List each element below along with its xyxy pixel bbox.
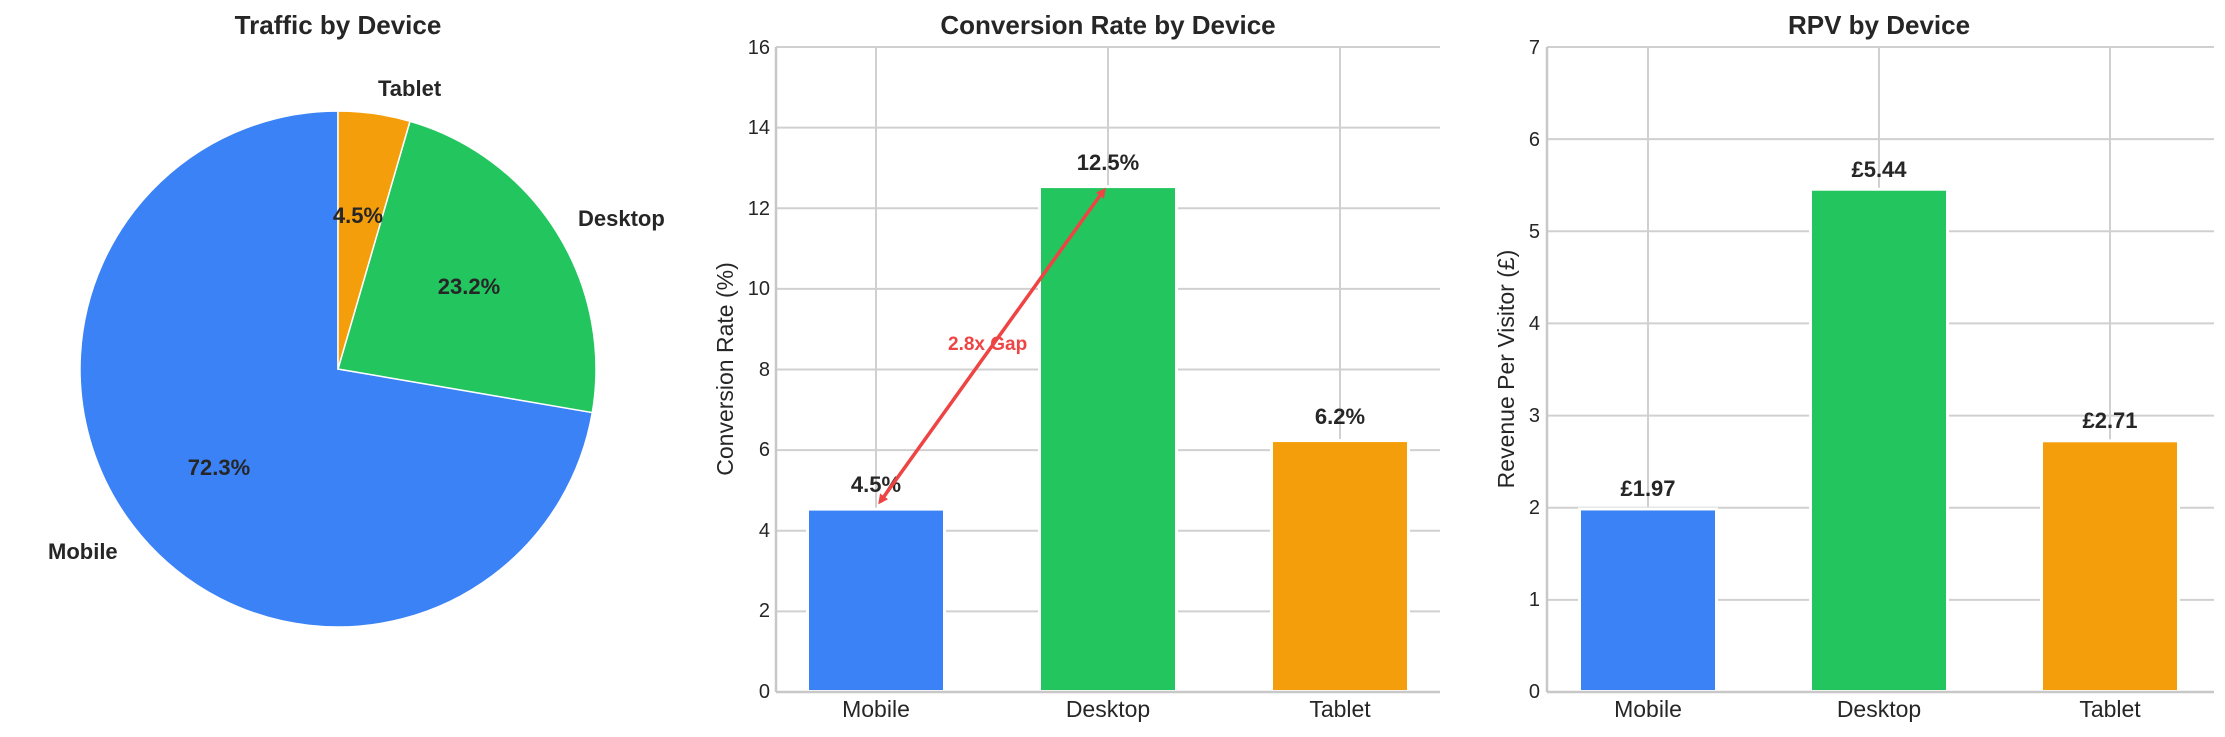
pie-slices bbox=[79, 110, 597, 628]
conv-value-desktop: 12.5% bbox=[1077, 150, 1139, 175]
conv-xtick-tablet: Tablet bbox=[1309, 696, 1371, 722]
conv-bar-mobile bbox=[809, 510, 943, 690]
rpv-y-ticks: 0 1 2 3 4 5 6 7 bbox=[1529, 37, 1540, 703]
rpv-value-mobile: £1.97 bbox=[1620, 476, 1675, 501]
pie-label-mobile: Mobile bbox=[48, 539, 118, 564]
conv-ytick: 4 bbox=[759, 520, 770, 542]
conv-y-label: Conversion Rate (%) bbox=[712, 262, 738, 475]
traffic-pie-chart: Traffic by Device 72.3% 23.2% 4.5% Mobil… bbox=[48, 10, 665, 628]
conv-ytick: 8 bbox=[759, 359, 770, 381]
gap-annotation: 2.8x Gap bbox=[948, 334, 1027, 355]
conversion-rate-chart: Conversion Rate by Device 0 2 4 6 8 10 1… bbox=[712, 10, 1440, 722]
rpv-xtick-mobile: Mobile bbox=[1614, 696, 1682, 722]
conv-ytick: 6 bbox=[759, 439, 770, 461]
rpv-ytick: 7 bbox=[1529, 37, 1540, 59]
rpv-value-desktop: £5.44 bbox=[1851, 157, 1907, 182]
rpv-value-tablet: £2.71 bbox=[2082, 408, 2137, 433]
rpv-xtick-tablet: Tablet bbox=[2079, 696, 2141, 722]
conv-bar-desktop bbox=[1041, 188, 1175, 690]
rpv-ytick: 6 bbox=[1529, 129, 1540, 151]
conv-ytick: 2 bbox=[759, 600, 770, 622]
rpv-bar-desktop bbox=[1812, 190, 1946, 690]
pie-title: Traffic by Device bbox=[235, 10, 442, 40]
conv-ytick: 0 bbox=[759, 681, 770, 703]
pie-slice-tablet bbox=[337, 110, 411, 370]
rpv-bar-mobile bbox=[1581, 510, 1715, 690]
rpv-chart: RPV by Device 0 1 2 3 4 5 6 7 Mobile Des… bbox=[1493, 10, 2214, 722]
rpv-ytick: 1 bbox=[1529, 589, 1540, 611]
rpv-bars bbox=[1578, 187, 2180, 692]
rpv-ytick: 5 bbox=[1529, 221, 1540, 243]
conv-ytick: 16 bbox=[748, 37, 770, 59]
rpv-title: RPV by Device bbox=[1788, 10, 1970, 40]
rpv-ytick: 4 bbox=[1529, 313, 1540, 335]
conv-title: Conversion Rate by Device bbox=[940, 10, 1275, 40]
pie-pct-desktop: 23.2% bbox=[438, 274, 500, 299]
rpv-ytick: 0 bbox=[1529, 681, 1540, 703]
conv-bar-tablet bbox=[1273, 442, 1407, 690]
conv-ytick: 10 bbox=[748, 278, 770, 300]
conv-ytick: 12 bbox=[748, 198, 770, 220]
conv-y-ticks: 0 2 4 6 8 10 12 14 16 bbox=[748, 37, 770, 703]
pie-slice-mobile bbox=[79, 110, 594, 628]
rpv-xtick-desktop: Desktop bbox=[1837, 696, 1921, 722]
rpv-ytick: 3 bbox=[1529, 405, 1540, 427]
rpv-y-label: Revenue Per Visitor (£) bbox=[1493, 250, 1519, 489]
pie-slice-desktop bbox=[337, 120, 597, 414]
conv-bars bbox=[806, 185, 1410, 692]
pie-label-desktop: Desktop bbox=[578, 206, 665, 231]
gap-double-arrow bbox=[878, 187, 1106, 505]
conv-xtick-mobile: Mobile bbox=[842, 696, 910, 722]
conv-value-tablet: 6.2% bbox=[1315, 404, 1365, 429]
conv-xtick-desktop: Desktop bbox=[1066, 696, 1150, 722]
rpv-bar-tablet bbox=[2043, 442, 2177, 690]
pie-label-tablet: Tablet bbox=[378, 76, 442, 101]
rpv-ytick: 2 bbox=[1529, 497, 1540, 519]
conv-ytick: 14 bbox=[748, 117, 770, 139]
pie-pct-tablet: 4.5% bbox=[333, 203, 383, 228]
pie-pct-mobile: 72.3% bbox=[188, 455, 250, 480]
